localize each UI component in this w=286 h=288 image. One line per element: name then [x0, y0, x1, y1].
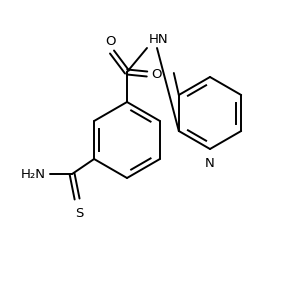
Text: O: O [152, 67, 162, 81]
Text: N: N [205, 157, 215, 170]
Text: H₂N: H₂N [21, 168, 46, 181]
Text: O: O [105, 35, 115, 48]
Text: HN: HN [149, 33, 169, 46]
Text: S: S [75, 207, 83, 220]
